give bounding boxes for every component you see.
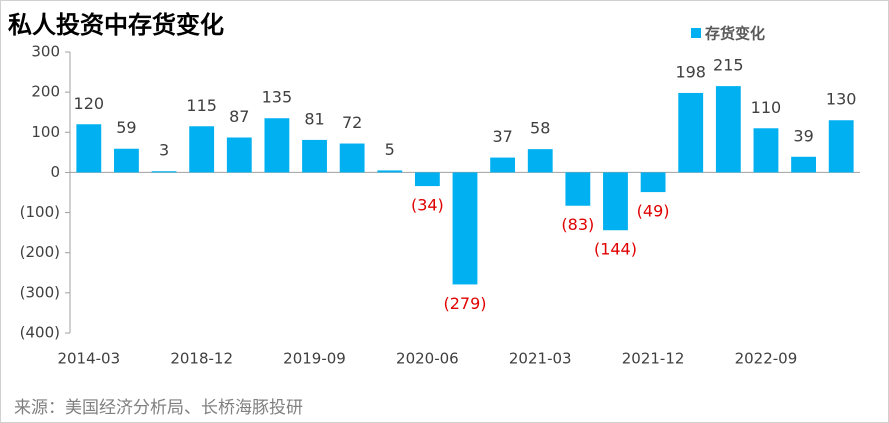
x-tick-label: 2019-09 (283, 350, 346, 368)
y-tick-label: 300 (31, 43, 60, 61)
x-tick-label: 2021-03 (509, 350, 572, 368)
y-tick-label: 0 (50, 163, 60, 181)
bar (565, 172, 591, 206)
bar (603, 172, 628, 231)
x-tick-label: 2018-12 (170, 350, 233, 368)
y-tick-label: 100 (31, 123, 60, 141)
data-label: (279) (443, 294, 486, 313)
x-tick-label: 2021-12 (622, 350, 685, 368)
bar (753, 128, 779, 173)
data-label: 87 (229, 107, 249, 126)
bar (715, 86, 741, 173)
bar (339, 143, 365, 173)
data-label: 72 (342, 113, 362, 132)
x-tick-label: 2014-03 (57, 350, 120, 368)
bar (114, 148, 139, 173)
data-label: (34) (411, 196, 444, 215)
bar (414, 172, 440, 187)
data-label: 130 (826, 90, 857, 109)
data-label: (83) (561, 215, 594, 234)
data-label: 59 (116, 118, 136, 137)
y-tick-label: 200 (31, 83, 60, 101)
bar (264, 118, 290, 173)
data-label: 5 (385, 140, 395, 159)
data-label: (144) (594, 240, 637, 259)
data-label: 39 (793, 126, 813, 145)
bar (189, 126, 215, 173)
x-tick-label: 2020-06 (396, 350, 459, 368)
bar (76, 124, 102, 173)
source-note: 来源：美国经济分析局、长桥海豚投研 (14, 398, 303, 418)
data-label: 198 (675, 62, 706, 81)
bar (452, 172, 478, 285)
bar (828, 120, 854, 173)
bar (377, 170, 403, 173)
data-label: 135 (262, 88, 293, 107)
data-label: 110 (751, 98, 782, 117)
bar (151, 171, 177, 173)
y-tick-label: (100) (20, 203, 60, 221)
data-label: (49) (637, 202, 670, 221)
bar (640, 172, 666, 193)
data-label: 58 (530, 119, 550, 138)
bar (226, 137, 252, 173)
bar (302, 139, 327, 173)
data-label: 115 (186, 96, 217, 115)
data-label: 215 (713, 56, 744, 75)
data-label: 81 (304, 109, 324, 128)
y-tick-label: (300) (20, 283, 60, 301)
bar (678, 92, 704, 173)
legend-label: 存货变化 (705, 25, 765, 43)
data-label: 37 (492, 127, 512, 146)
chart-title: 私人投资中存货变化 (8, 11, 224, 39)
data-label: 120 (74, 94, 105, 113)
bar (490, 157, 516, 173)
legend-swatch (691, 28, 701, 38)
x-tick-label: 2022-09 (735, 350, 798, 368)
data-label: 3 (159, 141, 169, 160)
y-tick-label: (400) (20, 324, 60, 342)
y-tick-label: (200) (20, 243, 60, 261)
bar (791, 156, 816, 173)
bar (527, 149, 553, 173)
